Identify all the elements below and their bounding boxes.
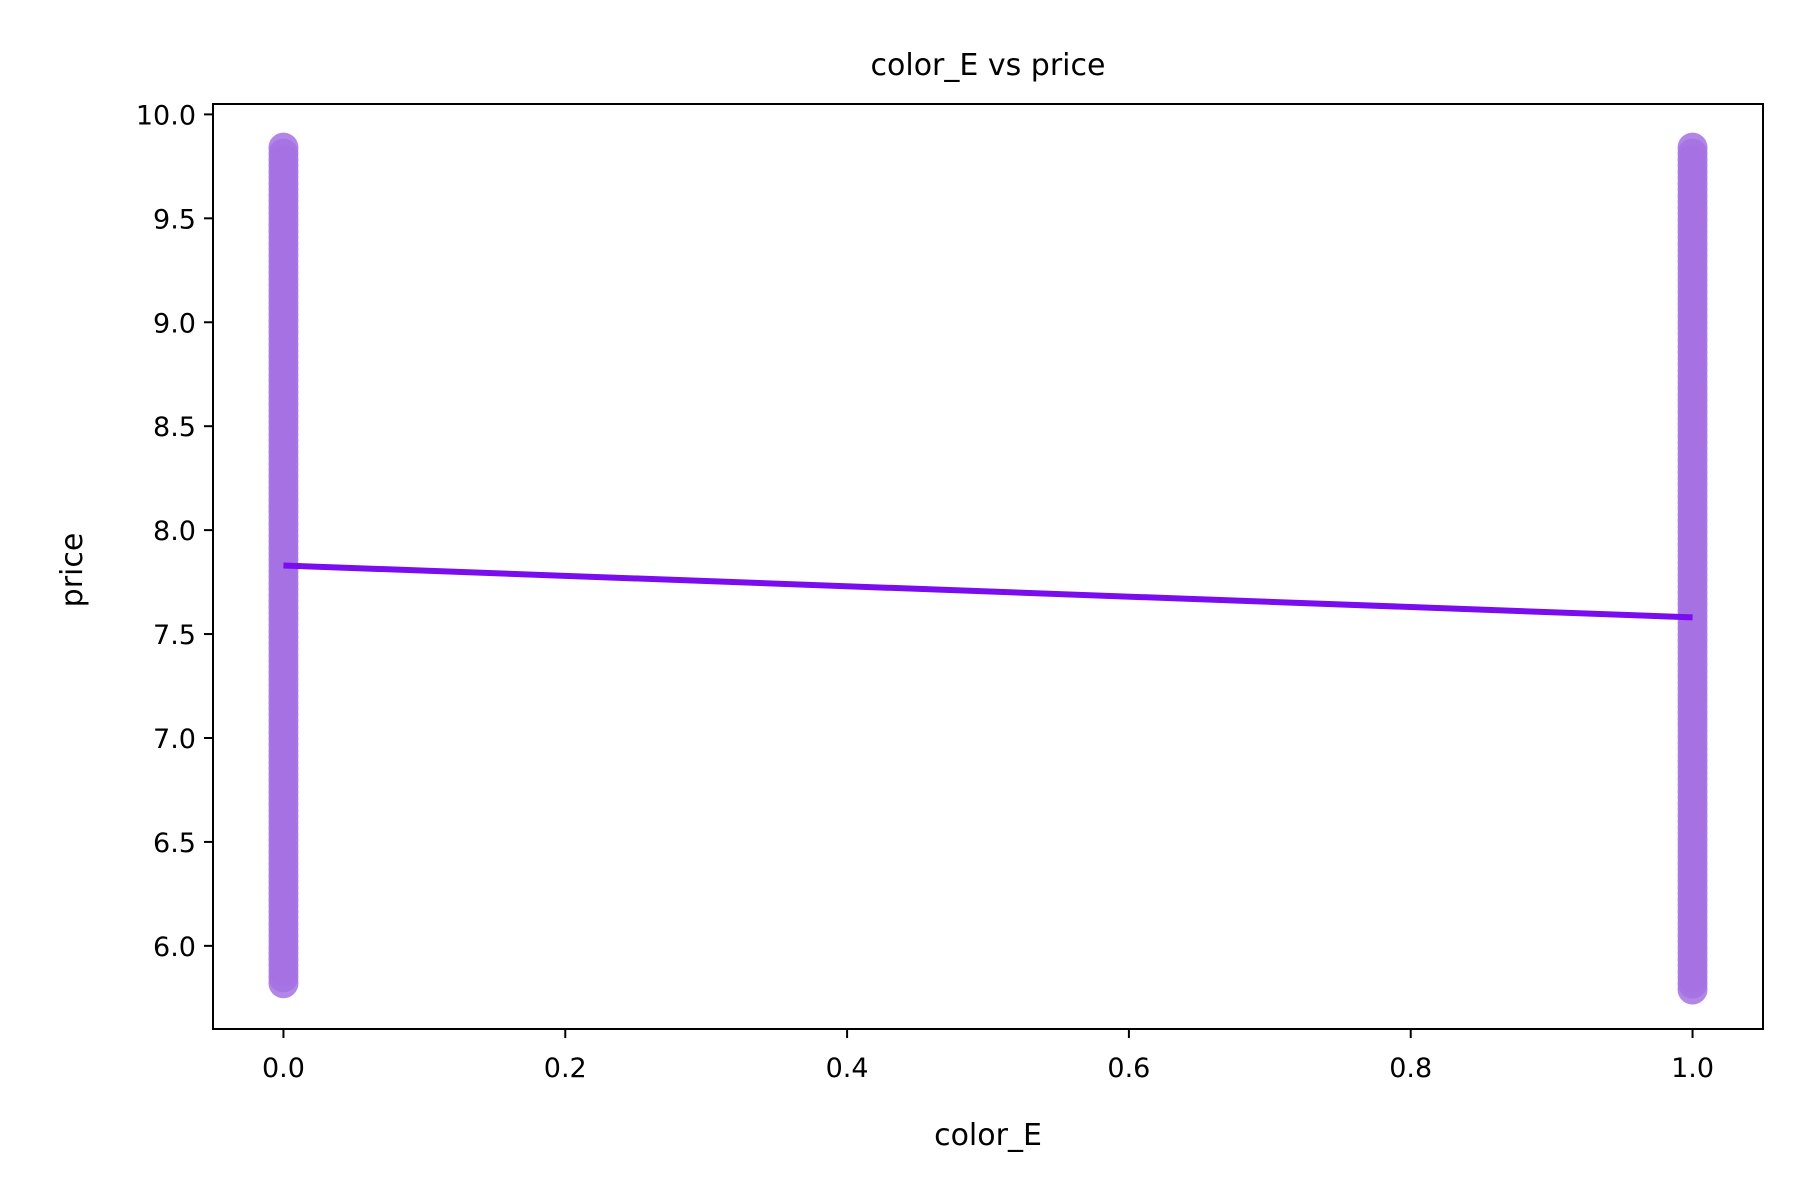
y-tick-label: 6.5 (153, 828, 196, 859)
x-tick-label: 0.8 (1389, 1053, 1432, 1084)
regression-layer (283, 562, 1693, 621)
y-tick-label: 8.0 (153, 516, 196, 547)
x-tick-label: 0.4 (826, 1053, 869, 1084)
y-tick-label: 9.0 (153, 308, 196, 339)
y-tick-label: 9.5 (153, 204, 196, 235)
scatter-point (1677, 132, 1708, 163)
plot-frame (212, 103, 1764, 1030)
scatter-point (268, 132, 299, 163)
y-tick-label: 8.5 (153, 412, 196, 443)
chart-title: color_E vs price (871, 48, 1106, 83)
x-tick-label: 0.2 (544, 1053, 587, 1084)
scatter-points (268, 132, 1708, 1005)
x-tick-label: 0.6 (1107, 1053, 1150, 1084)
regression-line (283, 562, 1693, 621)
x-tick-label: 0.0 (262, 1053, 305, 1084)
y-axis: 6.0 6.5 7.0 7.5 8.0 8.5 9.0 9.5 10.0 (136, 100, 213, 963)
x-axis: 0.0 0.2 0.4 0.6 0.8 1.0 (262, 1029, 1714, 1084)
y-axis-label: price (55, 533, 90, 608)
y-tick-label: 10.0 (136, 100, 196, 131)
y-tick-label: 7.5 (153, 620, 196, 651)
x-tick-label: 1.0 (1671, 1053, 1714, 1084)
y-tick-label: 6.0 (153, 932, 196, 963)
x-axis-label: color_E (934, 1118, 1042, 1153)
y-tick-label: 7.0 (153, 724, 196, 755)
